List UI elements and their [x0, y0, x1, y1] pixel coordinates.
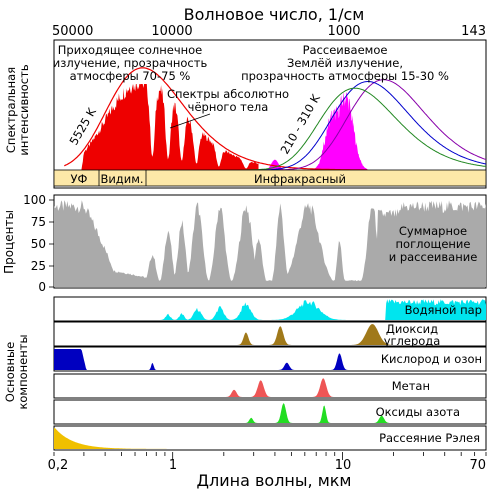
components-ylabel-1: Основные — [3, 342, 17, 402]
rayleigh-label: Рассеяние Рэлея — [379, 431, 480, 445]
water-vapor-label: Водяной пар — [405, 303, 482, 317]
incoming-line-2: излучение, прозрачность — [53, 56, 208, 70]
co2-label-1: Диоксид — [386, 322, 438, 336]
blackbody-line-2: чёрного тела — [188, 100, 269, 114]
band-strip — [53, 169, 487, 187]
bottom-tick-1: 1 — [169, 458, 177, 473]
spectrum-ylabel-1: Спектральная — [4, 67, 18, 153]
panel-oxygen-ozone: Кислород и озон — [53, 346, 487, 372]
percent-tick-0: 0 — [38, 280, 46, 294]
panel-methane: Метан — [53, 373, 487, 399]
absorption-label-2: поглощение — [396, 237, 471, 251]
co2-absorption — [54, 324, 486, 345]
top-tick-1000: 1000 — [327, 24, 360, 39]
top-tick-143: 143 — [461, 24, 486, 39]
outgoing-line-1: Рассеиваемое — [303, 43, 388, 57]
methane-label: Метан — [392, 379, 430, 393]
oxygen-ozone-label: Кислород и озон — [381, 352, 482, 366]
spectrum-ylabel-2: интенсивность — [17, 64, 31, 155]
top-tick-10000: 10000 — [151, 24, 192, 39]
earth-spectrum-fill — [265, 90, 368, 170]
outgoing-line-3: прозрачность атмосферы 15-30 % — [241, 69, 449, 83]
blackbody-curve-260k — [253, 81, 487, 171]
bottom-axis-ticks — [53, 452, 487, 460]
bottom-tick-10: 10 — [335, 458, 352, 473]
bottom-tick-70: 70 — [469, 458, 486, 473]
sun-spectrum-fill — [81, 84, 259, 170]
nitrous-oxides-label: Оксиды азота — [376, 405, 460, 419]
panel-nitrous-oxides: Оксиды азота — [53, 399, 487, 425]
components-ylabel-2: компоненты — [16, 334, 30, 409]
sun-blackbody-curve — [64, 67, 368, 171]
panel-water-vapor: Водяной пар — [53, 296, 487, 322]
spectrum-panel: Приходящее солнечное излучение, прозрачн… — [4, 39, 487, 189]
percent-tick-100: 100 — [23, 193, 46, 207]
top-axis-title: Волновое число, 1/см — [184, 5, 365, 24]
blackbody-curve-310k — [240, 87, 487, 171]
absorption-label-1: Суммарное — [399, 224, 467, 238]
incoming-line-1: Приходящее солнечное — [58, 43, 203, 57]
blackbody-curve-210k — [265, 79, 487, 171]
bottom-tick-0-2: 0,2 — [48, 458, 69, 473]
percent-tick-75: 75 — [31, 215, 46, 229]
blackbody-line-1: Спектры абсолютно — [167, 87, 289, 101]
absorption-ylabel: Проценты — [2, 210, 16, 274]
water-vapor-absorption — [54, 299, 486, 320]
absorption-label-bg — [383, 222, 483, 266]
band-infrared: Инфракрасный — [254, 172, 346, 186]
top-tick-50000: 50000 — [52, 24, 93, 39]
panel-co2: Диоксид углерода — [53, 321, 487, 348]
absorption-label-3: и рассеивание — [389, 250, 478, 264]
outgoing-line-2: Землёй излучение, — [287, 56, 403, 70]
percent-tick-25: 25 — [31, 259, 46, 273]
total-absorption-fill — [54, 200, 486, 287]
blackbody-pointer — [169, 113, 211, 129]
band-visible: Видим. — [100, 172, 143, 186]
band-uv: УФ — [71, 172, 88, 186]
percent-tick-50: 50 — [31, 237, 46, 251]
bottom-axis-title: Длина волны, мкм — [197, 471, 352, 490]
absorption-panel: Суммарное поглощение и рассеивание 100 7… — [2, 193, 487, 294]
incoming-line-3: атмосферы 70-75 % — [70, 69, 191, 83]
rayleigh-scattering — [54, 428, 486, 449]
co2-label-2: углерода — [384, 334, 441, 348]
percent-tick-marks — [49, 199, 54, 288]
panel-rayleigh: Рассеяние Рэлея — [53, 425, 487, 451]
components-panels: Водяной пар Диоксид углерода Кислород и … — [3, 296, 487, 451]
